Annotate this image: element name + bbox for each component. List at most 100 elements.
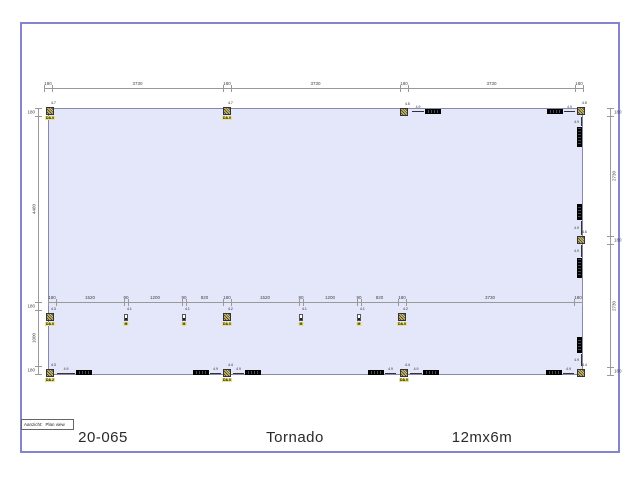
post-type-code: M	[123, 322, 129, 326]
view-label-box: Aanzicht: Plan view	[21, 419, 74, 430]
tie-rod	[581, 221, 582, 235]
interior-line-dim-value: 820	[375, 295, 384, 300]
post-marker	[577, 369, 585, 377]
post-code: 4.2	[228, 307, 233, 311]
right-edge-dim-tick	[607, 108, 614, 109]
wind-brace-block	[577, 127, 582, 147]
post-type-code: DA.0	[45, 116, 55, 120]
top-edge-dim-value: 3730	[310, 81, 321, 86]
left-edge-dim-line	[38, 108, 39, 374]
top-edge-dim-value: 180	[223, 81, 231, 86]
interior-line-dim-tick	[582, 299, 583, 306]
post-marker	[46, 369, 54, 377]
left-edge-dim-value: 4460	[31, 203, 37, 215]
wind-brace-block	[193, 370, 209, 375]
post-marker	[223, 107, 231, 115]
top-edge-dim-tick	[400, 85, 401, 92]
post-marker	[46, 313, 54, 321]
post-marker	[46, 107, 54, 115]
top-edge-dim-value: 180	[44, 81, 52, 86]
post-marker	[223, 313, 231, 321]
interior-line-dim-value: 1520	[84, 295, 96, 300]
wind-brace-block	[76, 370, 92, 375]
tie-rod-code: 4.9	[415, 105, 421, 109]
top-edge-dim-tick	[231, 85, 232, 92]
tie-rod	[233, 373, 244, 374]
interior-line-dim-line	[48, 302, 582, 303]
post-code: 4.6	[582, 230, 587, 234]
top-edge-dim-value: 180	[400, 81, 408, 86]
top-edge-dim-tick	[44, 85, 45, 92]
tie-rod-code: 4.9	[574, 119, 579, 124]
tie-rod-code: 4.9	[574, 249, 579, 253]
wind-brace-block	[547, 109, 563, 114]
post-type-code: DA.0	[222, 378, 232, 382]
wind-brace-block	[577, 204, 582, 220]
interior-line-dim-value: 180	[223, 295, 231, 300]
post-type-code: DA.0	[397, 322, 407, 326]
mid-post-marker	[123, 313, 128, 321]
tie-rod-code: 4.9	[574, 226, 579, 230]
right-edge-dim-tick	[607, 116, 614, 117]
post-marker	[400, 369, 408, 377]
interior-line-dim-value: 3730	[484, 295, 496, 300]
wind-brace-block	[577, 258, 582, 278]
interior-line-dim-tick	[182, 299, 183, 306]
post-code: 4.4	[228, 363, 233, 367]
tie-rod-code: 4.9	[388, 367, 393, 371]
post-code: 4.3	[51, 363, 56, 367]
right-edge-dim-value: 2730	[611, 300, 617, 311]
left-edge-dim-tick	[35, 310, 42, 311]
interior-line-dim-value: 1520	[259, 295, 271, 300]
post-marker	[400, 108, 408, 116]
interior-line-dim-tick	[186, 299, 187, 306]
top-edge-dim-value: 3730	[132, 81, 143, 86]
left-edge-dim-value: 180	[27, 367, 35, 373]
top-edge-dim-tick	[583, 85, 584, 92]
interior-line-dim-value: 90	[298, 295, 304, 300]
tent-plan-outline	[48, 108, 583, 375]
right-edge-dim-tick	[607, 236, 614, 237]
interior-line-dim-value: 90	[123, 295, 129, 300]
tie-rod	[581, 354, 582, 366]
post-type-code: DA.0	[45, 322, 55, 326]
product-name: Tornado	[266, 429, 324, 446]
post-code: 4.1	[185, 307, 190, 311]
left-edge-dim-value: 180	[27, 303, 35, 309]
tie-rod-code: 4.9	[567, 105, 572, 109]
post-code: 4.2	[403, 307, 408, 311]
right-edge-dim-tick	[607, 375, 614, 376]
top-edge-dim-tick	[408, 85, 409, 92]
interior-line-dim-tick	[223, 299, 224, 306]
right-edge-dim-value: 180	[614, 109, 622, 115]
interior-line-dim-value: 180	[48, 295, 56, 300]
tie-rod	[210, 373, 221, 374]
post-code: 4.4	[405, 363, 410, 367]
tie-rod	[57, 373, 75, 374]
tie-rod-code: 4.9	[413, 367, 419, 371]
post-code: 4.1	[360, 307, 365, 311]
wind-brace-block	[577, 337, 582, 353]
interior-line-dim-tick	[124, 299, 125, 306]
interior-line-dim-value: 180	[574, 295, 582, 300]
tie-rod-code: 4.9	[236, 367, 241, 371]
post-type-code: M	[298, 322, 304, 326]
post-code: 4.5	[582, 101, 587, 105]
post-type-code: DA.2	[45, 378, 55, 382]
top-edge-dim-value: 180	[575, 81, 583, 86]
left-edge-dim-tick	[35, 108, 42, 109]
interior-line-dim-tick	[398, 299, 399, 306]
wind-brace-block	[425, 109, 441, 114]
tie-rod-code: 4.9	[63, 367, 69, 371]
post-type-code: DA.0	[222, 116, 232, 120]
interior-line-dim-value: 90	[181, 295, 187, 300]
interior-line-dim-tick	[357, 299, 358, 306]
post-type-code: DA.0	[222, 322, 232, 326]
interior-line-dim-value: 180	[398, 295, 406, 300]
interior-line-dim-tick	[406, 299, 407, 306]
post-code: 4.4	[582, 363, 587, 367]
top-edge-dim-tick	[575, 85, 576, 92]
post-marker	[577, 107, 585, 115]
tie-rod-code: 4.9	[574, 358, 579, 362]
